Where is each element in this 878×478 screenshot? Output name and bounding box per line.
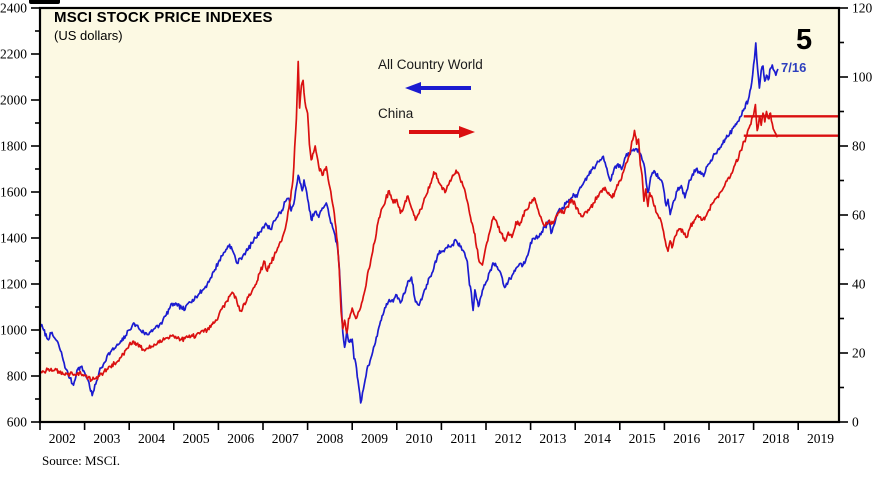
x-axis-label: 2011 xyxy=(450,431,477,446)
y-axis-right-label: 120 xyxy=(852,1,873,16)
x-axis-label: 2004 xyxy=(138,431,165,446)
y-axis-left-label: 2200 xyxy=(0,47,27,62)
y-axis-left-label: 1600 xyxy=(0,185,27,200)
y-axis-right-label: 20 xyxy=(852,346,866,361)
y-axis-left-label: 1800 xyxy=(0,139,27,154)
x-axis-label: 2013 xyxy=(539,431,566,446)
y-axis-right-label: 0 xyxy=(852,415,859,430)
x-axis-label: 2015 xyxy=(629,431,656,446)
x-axis-label: 2014 xyxy=(584,431,611,446)
x-axis: 2002 2003 2004 2005 2006 2007 2008 2009 2010 2011… xyxy=(39,422,834,446)
legend-label-china: China xyxy=(378,106,414,121)
cropped-text-artifact xyxy=(29,0,60,4)
y-axis-left-label: 1200 xyxy=(0,277,27,292)
x-axis-label: 2006 xyxy=(227,431,254,446)
legend-arrow-world-icon xyxy=(405,82,471,94)
y-axis-right: 120 100 80 60 40 20 0 xyxy=(839,1,873,430)
x-axis-label: 2017 xyxy=(718,431,745,446)
x-axis-label: 2005 xyxy=(183,431,210,446)
x-axis-label: 2008 xyxy=(316,431,343,446)
y-axis-right-label: 100 xyxy=(852,70,873,85)
page-number: 5 xyxy=(796,24,813,56)
series-line-all-country-world xyxy=(40,42,779,404)
chart-title: MSCI STOCK PRICE INDEXES xyxy=(54,9,273,26)
source-note: Source: MSCI. xyxy=(42,453,120,468)
y-axis-right-label: 80 xyxy=(852,139,866,154)
legend-arrow-china-icon xyxy=(409,126,475,138)
x-axis-label: 2019 xyxy=(807,431,834,446)
chart-subtitle: (US dollars) xyxy=(54,28,123,43)
x-axis-label: 2016 xyxy=(673,431,700,446)
x-axis-label: 2018 xyxy=(762,431,789,446)
x-axis-label: 2009 xyxy=(361,431,388,446)
support-lines xyxy=(743,115,839,137)
x-axis-label: 2002 xyxy=(49,431,76,446)
x-axis-label: 2003 xyxy=(93,431,120,446)
plot-border xyxy=(38,6,841,424)
y-axis-left-label: 1000 xyxy=(0,323,27,338)
y-axis-left-label: 600 xyxy=(7,415,28,430)
date-annotation: 7/16 xyxy=(781,60,807,75)
y-axis-left-label: 1400 xyxy=(0,231,27,246)
y-axis-right-label: 40 xyxy=(852,277,866,292)
y-axis-left-label: 2400 xyxy=(0,1,27,16)
x-axis-label: 2007 xyxy=(272,431,299,446)
legend-label-all-country-world: All Country World xyxy=(378,57,483,72)
y-axis-left-label: 2000 xyxy=(0,93,27,108)
y-axis-left: 2400 2200 2000 1800 1600 1400 1200 1000 800 600 xyxy=(0,1,40,430)
series-line-china xyxy=(40,60,779,383)
x-axis-label: 2010 xyxy=(406,431,433,446)
y-axis-right-label: 60 xyxy=(852,208,866,223)
y-axis-left-label: 800 xyxy=(7,369,28,384)
x-axis-label: 2012 xyxy=(495,431,522,446)
